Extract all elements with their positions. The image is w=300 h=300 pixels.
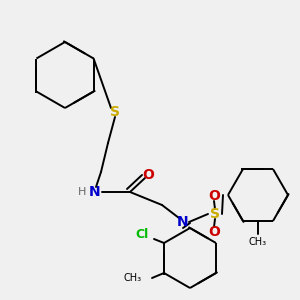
Text: H: H	[78, 187, 86, 197]
Text: O: O	[208, 189, 220, 203]
Text: Cl: Cl	[135, 229, 148, 242]
Text: S: S	[210, 207, 220, 221]
Text: O: O	[142, 168, 154, 182]
Text: O: O	[208, 225, 220, 239]
Text: CH₃: CH₃	[124, 273, 142, 283]
Text: N: N	[177, 215, 189, 229]
Text: S: S	[110, 105, 120, 119]
Text: N: N	[89, 185, 101, 199]
Text: CH₃: CH₃	[249, 237, 267, 247]
